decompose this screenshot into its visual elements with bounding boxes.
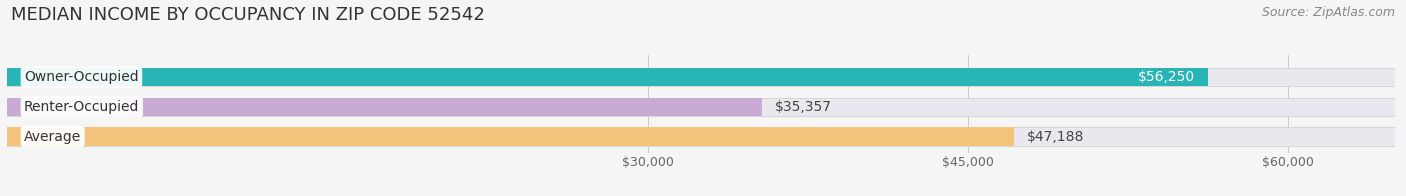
Bar [7, 68, 1208, 86]
Text: $56,250: $56,250 [1137, 70, 1195, 84]
Text: Average: Average [24, 130, 82, 143]
Text: $47,188: $47,188 [1028, 130, 1084, 143]
Text: $35,357: $35,357 [775, 100, 832, 114]
Text: MEDIAN INCOME BY OCCUPANCY IN ZIP CODE 52542: MEDIAN INCOME BY OCCUPANCY IN ZIP CODE 5… [11, 6, 485, 24]
Text: Source: ZipAtlas.com: Source: ZipAtlas.com [1261, 6, 1395, 19]
Bar [7, 127, 1015, 146]
Bar [7, 68, 1395, 86]
Text: Renter-Occupied: Renter-Occupied [24, 100, 139, 114]
Bar [7, 98, 762, 116]
Bar [7, 98, 1395, 116]
Bar [7, 127, 1395, 146]
Text: Owner-Occupied: Owner-Occupied [24, 70, 139, 84]
